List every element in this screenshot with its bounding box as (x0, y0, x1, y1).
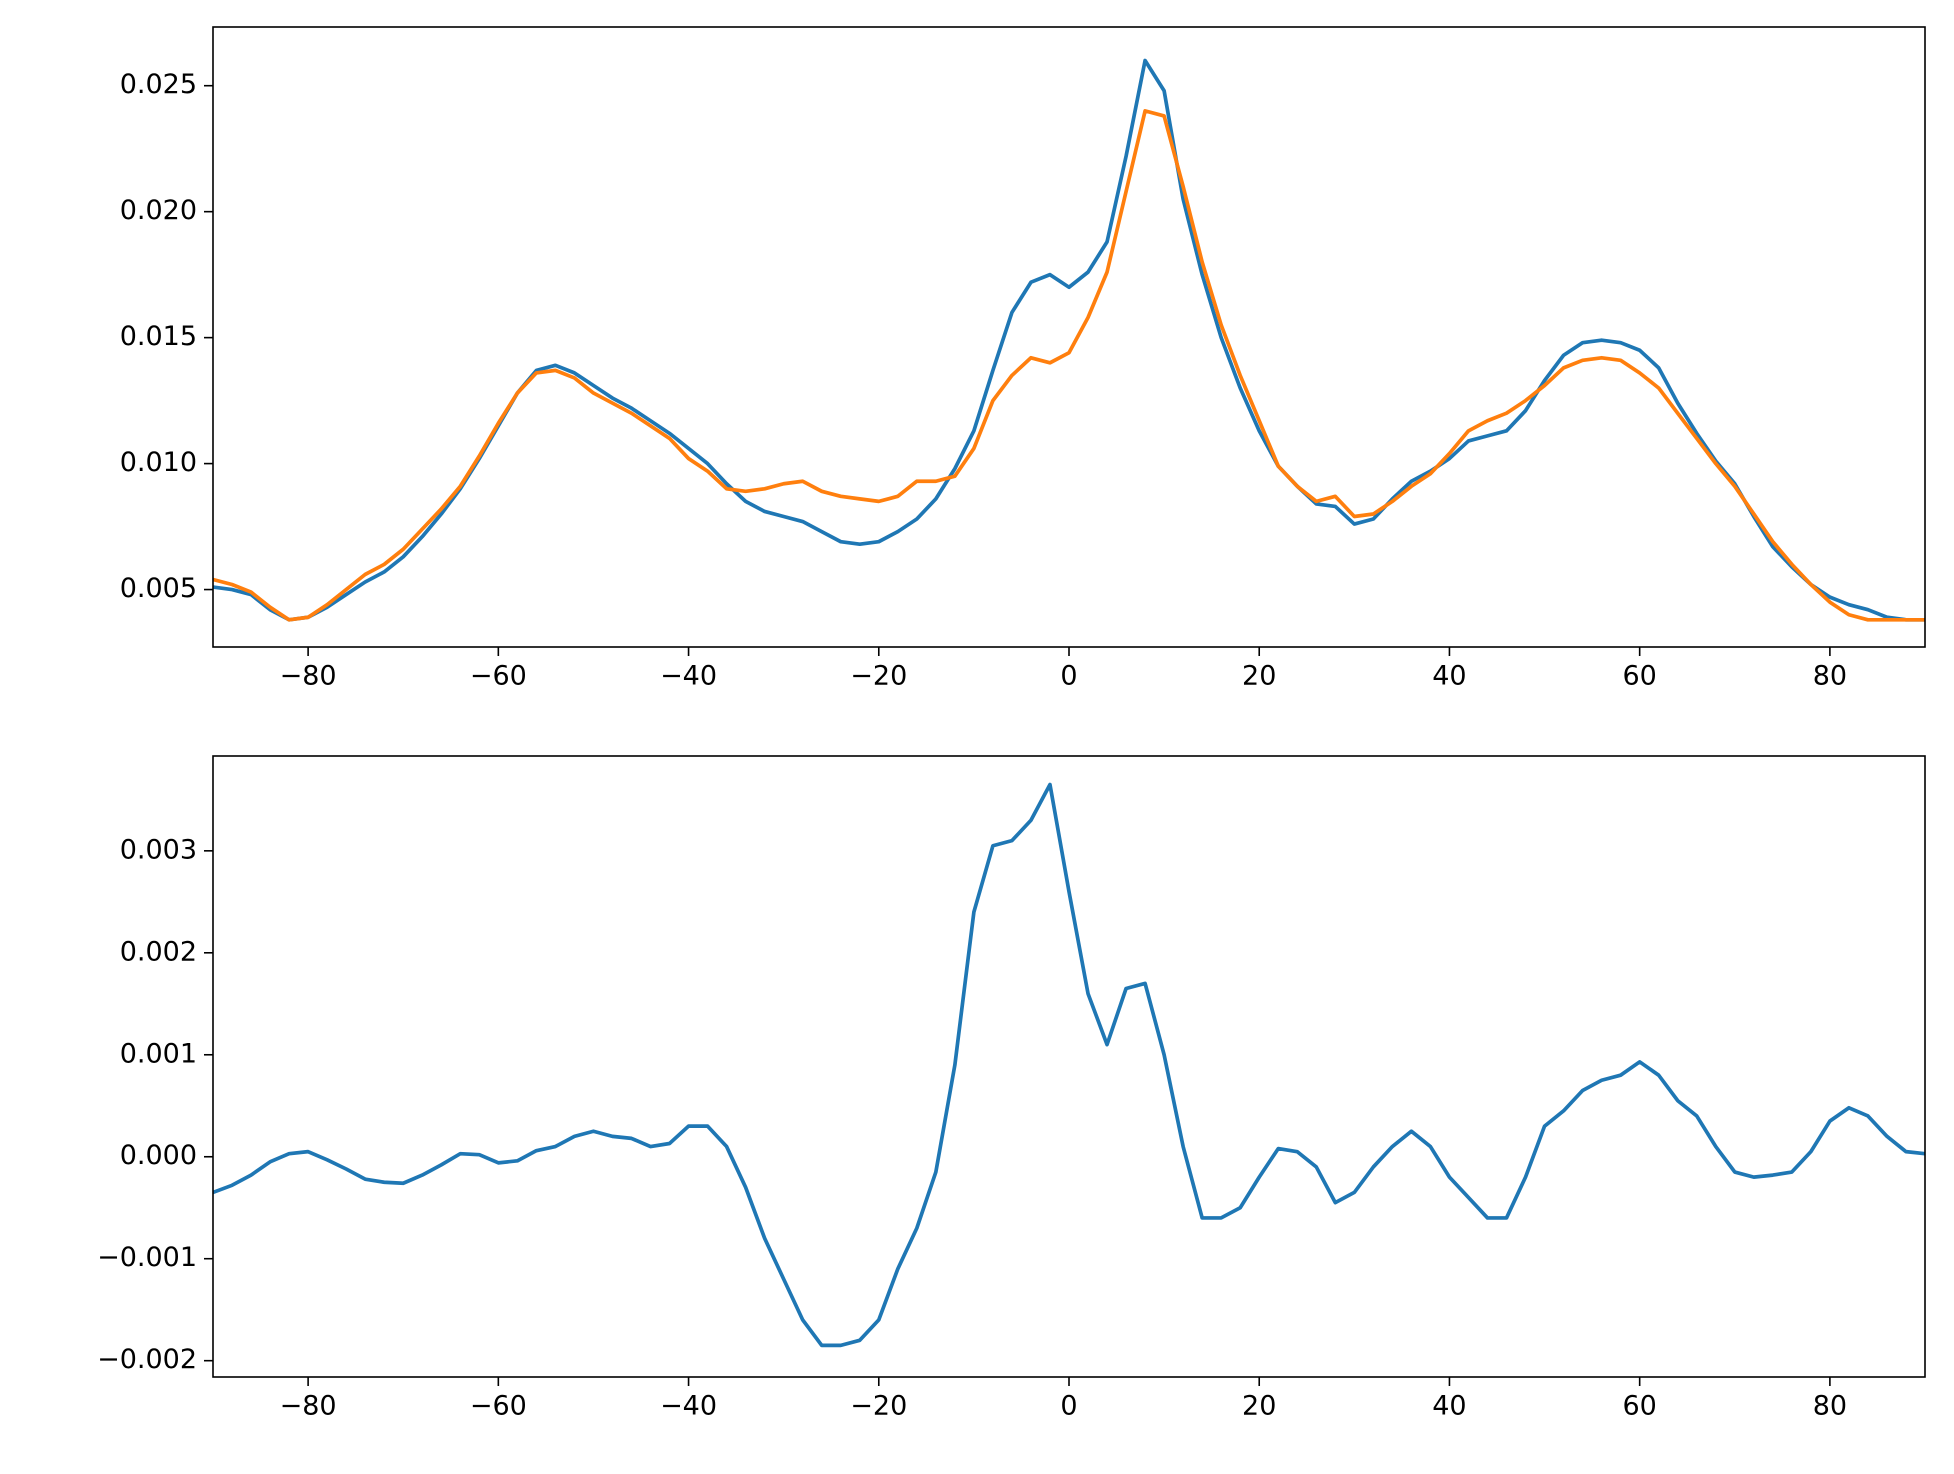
x-tick-label: 60 (1622, 661, 1656, 692)
x-tick-label: −20 (850, 1391, 907, 1422)
x-tick-label: 0 (1060, 1391, 1077, 1422)
x-tick-label: −60 (470, 661, 527, 692)
x-tick-label: 80 (1813, 1391, 1847, 1422)
x-tick-label: 40 (1432, 661, 1466, 692)
y-tick-label: 0.001 (120, 1038, 197, 1069)
data-line (213, 58, 1925, 622)
x-tick-label: −40 (660, 661, 717, 692)
x-tick-label: 20 (1242, 1391, 1276, 1422)
axes-frame (212, 755, 1926, 1378)
data-line (213, 782, 1925, 1348)
y-tick-label: 0.015 (120, 321, 197, 352)
axes-frame (212, 26, 1926, 648)
x-tick-label: 80 (1813, 661, 1847, 692)
y-tick-label: 0.000 (120, 1140, 197, 1171)
y-tick-label: 0.025 (120, 69, 197, 100)
x-tick-label: 20 (1242, 661, 1276, 692)
y-tick-label: −0.002 (97, 1344, 197, 1375)
y-tick-label: −0.001 (97, 1242, 197, 1273)
y-tick-label: 0.020 (120, 195, 197, 226)
y-tick-label: 0.002 (120, 936, 197, 967)
x-tick-label: −20 (850, 661, 907, 692)
data-line (213, 109, 1925, 622)
y-tick-label: 0.005 (120, 573, 197, 604)
y-tick-label: 0.003 (120, 834, 197, 865)
y-tick-label: 0.010 (120, 447, 197, 478)
x-tick-label: 40 (1432, 1391, 1466, 1422)
x-tick-label: 60 (1622, 1391, 1656, 1422)
x-tick-label: −60 (470, 1391, 527, 1422)
x-tick-label: −40 (660, 1391, 717, 1422)
x-tick-label: 0 (1060, 661, 1077, 692)
x-tick-label: −80 (280, 661, 337, 692)
x-tick-label: −80 (280, 1391, 337, 1422)
